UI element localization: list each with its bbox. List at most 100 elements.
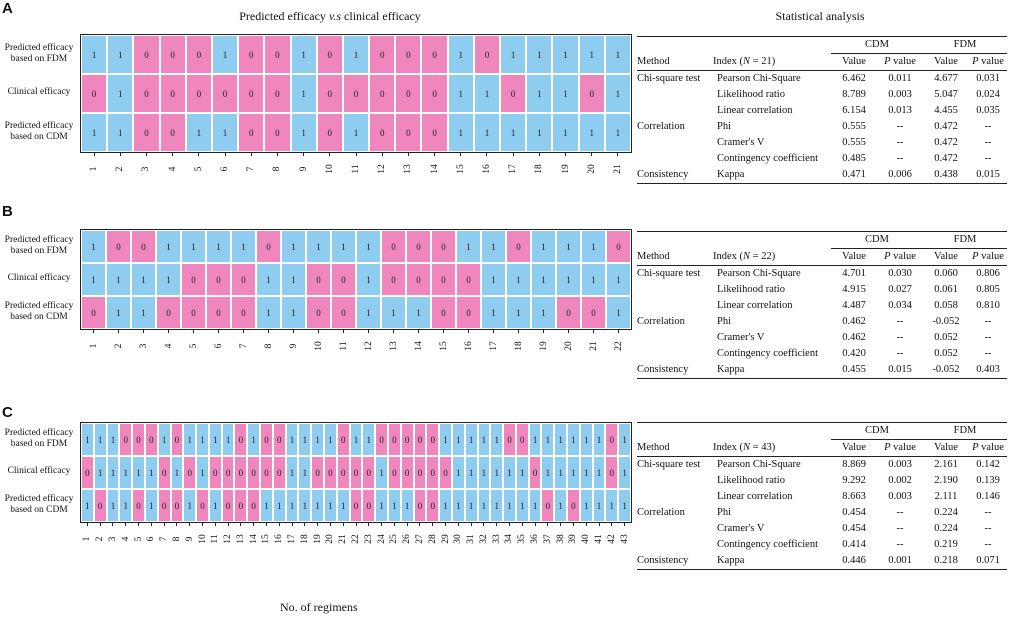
heatmap-cell: 1	[554, 489, 568, 522]
stats-row: Likelihood ratio 4.915 0.027 0.061 0.805	[637, 282, 1007, 298]
heatmap-cell: 0	[238, 35, 265, 74]
heatmap-cell: 1	[552, 35, 579, 74]
stats-cell: 0.003	[888, 459, 912, 470]
x-tick-mark	[565, 152, 567, 156]
stats-cell: --	[896, 348, 904, 359]
heatmap-cell: 1	[298, 456, 312, 489]
stats-title: Statistical analysis	[775, 9, 865, 23]
stats-cell: 0.472	[934, 121, 958, 132]
heatmap-cell: 0	[157, 456, 171, 489]
x-tick-mark	[119, 152, 121, 156]
heatmap-cell: 1	[552, 74, 579, 113]
x-tick-mark	[368, 329, 369, 333]
stats-cell: -0.052	[923, 362, 969, 379]
heatmap-cell: 1	[349, 423, 363, 456]
stats-index: Kappa	[713, 167, 831, 184]
x-tick-label: 16	[274, 534, 285, 544]
stats-column-header: Method Index (N = 43) Value P value Value P v…	[637, 439, 1007, 457]
x-tick-label: 19	[312, 534, 323, 544]
row-label-line: Predicted efficacy	[4, 42, 74, 53]
heatmap-cell: 1	[375, 456, 388, 489]
heatmap-cell: 1	[526, 74, 553, 113]
heatmap-cell: 0	[578, 74, 605, 113]
heatmap-cell: 1	[183, 423, 197, 456]
x-tick-label: 34	[504, 534, 515, 544]
x-tick-mark	[99, 522, 101, 526]
row-label-line: based on CDM	[10, 504, 68, 515]
stats-index: Pearson Chi-Square	[717, 73, 801, 84]
x-tick-mark	[393, 522, 395, 526]
heatmap-cell: 1	[298, 489, 312, 522]
index-n: N	[743, 250, 751, 262]
row-label-line: based on FDM	[10, 245, 68, 256]
heatmap-cell: 0	[264, 35, 291, 74]
stats-cell: 0.810	[976, 300, 1000, 311]
heatmap-cell: 0	[605, 423, 619, 456]
stats-header-pvalue: P value	[877, 248, 923, 266]
stats-cell: --	[984, 539, 992, 550]
p-value-text: value	[978, 251, 1004, 262]
x-tick-mark	[547, 522, 549, 526]
heatmap-cell: 1	[211, 35, 239, 74]
heatmap-cell: 1	[196, 423, 209, 456]
x-tick-mark	[112, 522, 114, 526]
heatmap-cell: 1	[362, 423, 376, 456]
x-tick-mark	[432, 522, 434, 526]
heatmap-cell: 0	[211, 74, 239, 113]
p-italic: P	[884, 442, 891, 453]
stats-cell: 0.003	[888, 89, 912, 100]
heatmap-cell: 0	[506, 230, 531, 263]
stats-index: Phi	[717, 121, 732, 132]
x-tick-mark	[512, 152, 514, 156]
heatmap-cell: 0	[159, 35, 186, 74]
heatmap-cell: 1	[196, 456, 209, 489]
heatmap-cell: 1	[208, 489, 222, 522]
stats-cell: 0.001	[877, 553, 923, 570]
stats-group-header: CDM FDM	[637, 231, 1007, 249]
stats-method: Consistency	[637, 362, 713, 379]
x-tick-mark	[342, 522, 344, 526]
index-suffix: = 43)	[750, 441, 776, 453]
heatmap-cell: 0	[159, 74, 186, 113]
heatmap-cell: 1	[183, 489, 197, 522]
heatmap-cell: 1	[552, 113, 579, 152]
heatmap-cell: 1	[106, 456, 120, 489]
stats-cell: 0.471	[831, 167, 877, 184]
heatmap-cell: 0	[272, 423, 286, 456]
stats-cell: 4.915	[842, 284, 866, 295]
x-tick-label: 20	[563, 341, 574, 351]
x-tick-label: 17	[287, 534, 298, 544]
x-tick-label: 18	[534, 164, 545, 174]
x-tick-mark	[304, 522, 306, 526]
stats-cell: --	[896, 523, 904, 534]
heatmap-cell: 1	[579, 423, 593, 456]
heatmap-cell: 0	[316, 74, 343, 113]
stats-row: Correlation Phi 0.454 -- 0.224 --	[637, 505, 1007, 521]
x-tick-label: 6	[220, 166, 231, 172]
index-n: N	[743, 441, 751, 453]
heatmap-cell: 0	[331, 296, 356, 329]
stats-row: Chi-square test Pearson Chi-Square 6.462 0.…	[637, 71, 1007, 88]
stats-cell: --	[984, 153, 992, 164]
x-tick-label: 15	[261, 534, 272, 544]
stats-group-header: CDM FDM	[637, 422, 1007, 440]
stats-cell: 0.462	[842, 332, 866, 343]
heatmap-cell: 1	[306, 230, 331, 263]
stats-row: Contingency coefficient 0.485 -- 0.472 --	[637, 151, 1007, 167]
heatmap-cell: 1	[107, 74, 134, 113]
row-label-line: based on CDM	[10, 131, 68, 142]
heatmap-cell: 1	[260, 489, 273, 522]
stats-cell: 6.154	[842, 105, 866, 116]
heatmap-cell: 1	[281, 296, 306, 329]
stats-cell: 0.015	[969, 167, 1007, 184]
heatmap-cell: 1	[604, 35, 631, 74]
x-tick-mark	[572, 522, 574, 526]
heatmap-cell: 1	[618, 489, 631, 522]
heatmap-cell: 1	[447, 113, 474, 152]
heatmap-cell: 1	[579, 489, 593, 522]
heatmap-cell: 0	[473, 35, 501, 74]
stats-header-pvalue: P value	[969, 439, 1007, 457]
x-tick-mark	[443, 329, 444, 333]
heatmap-cell: 1	[81, 230, 106, 263]
x-tick-mark	[534, 522, 536, 526]
